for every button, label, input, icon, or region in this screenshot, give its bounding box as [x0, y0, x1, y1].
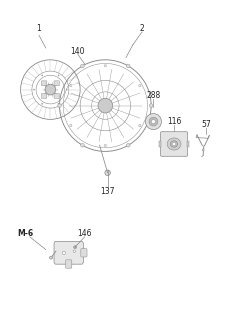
- Ellipse shape: [149, 104, 153, 108]
- Ellipse shape: [167, 138, 181, 150]
- Ellipse shape: [74, 246, 76, 249]
- Ellipse shape: [202, 149, 204, 151]
- Ellipse shape: [149, 117, 158, 126]
- Ellipse shape: [42, 103, 43, 104]
- Ellipse shape: [58, 75, 59, 76]
- Ellipse shape: [98, 98, 113, 113]
- Ellipse shape: [70, 84, 72, 87]
- Ellipse shape: [58, 103, 59, 104]
- Ellipse shape: [42, 75, 43, 76]
- Ellipse shape: [45, 84, 56, 95]
- Text: 116: 116: [167, 117, 181, 126]
- Ellipse shape: [50, 256, 52, 259]
- Text: 146: 146: [77, 229, 92, 238]
- Ellipse shape: [66, 89, 67, 90]
- FancyBboxPatch shape: [187, 141, 189, 147]
- Ellipse shape: [75, 247, 76, 248]
- Ellipse shape: [104, 65, 106, 67]
- FancyBboxPatch shape: [41, 93, 47, 98]
- FancyBboxPatch shape: [81, 249, 87, 257]
- Ellipse shape: [126, 64, 130, 68]
- FancyBboxPatch shape: [54, 241, 83, 264]
- Text: 137: 137: [100, 188, 115, 196]
- Ellipse shape: [33, 89, 35, 90]
- Text: 57: 57: [201, 120, 211, 129]
- Ellipse shape: [73, 250, 76, 252]
- Ellipse shape: [105, 170, 110, 176]
- Ellipse shape: [172, 142, 176, 146]
- Ellipse shape: [139, 124, 141, 127]
- Text: 1: 1: [37, 24, 41, 33]
- FancyBboxPatch shape: [41, 81, 47, 86]
- Text: 288: 288: [146, 92, 161, 100]
- Ellipse shape: [81, 64, 84, 68]
- Ellipse shape: [151, 120, 155, 124]
- Ellipse shape: [126, 143, 130, 147]
- FancyBboxPatch shape: [65, 260, 72, 268]
- FancyBboxPatch shape: [54, 93, 59, 98]
- Ellipse shape: [170, 141, 178, 147]
- FancyBboxPatch shape: [161, 132, 188, 156]
- Text: 2: 2: [140, 24, 144, 33]
- Ellipse shape: [81, 143, 84, 147]
- Ellipse shape: [145, 114, 161, 130]
- Ellipse shape: [104, 144, 106, 147]
- Text: M-6: M-6: [17, 229, 33, 238]
- Ellipse shape: [62, 251, 65, 254]
- Ellipse shape: [139, 84, 141, 87]
- FancyBboxPatch shape: [159, 141, 161, 147]
- Ellipse shape: [58, 104, 61, 108]
- Text: 140: 140: [71, 47, 85, 56]
- Ellipse shape: [70, 124, 72, 127]
- FancyBboxPatch shape: [54, 81, 59, 86]
